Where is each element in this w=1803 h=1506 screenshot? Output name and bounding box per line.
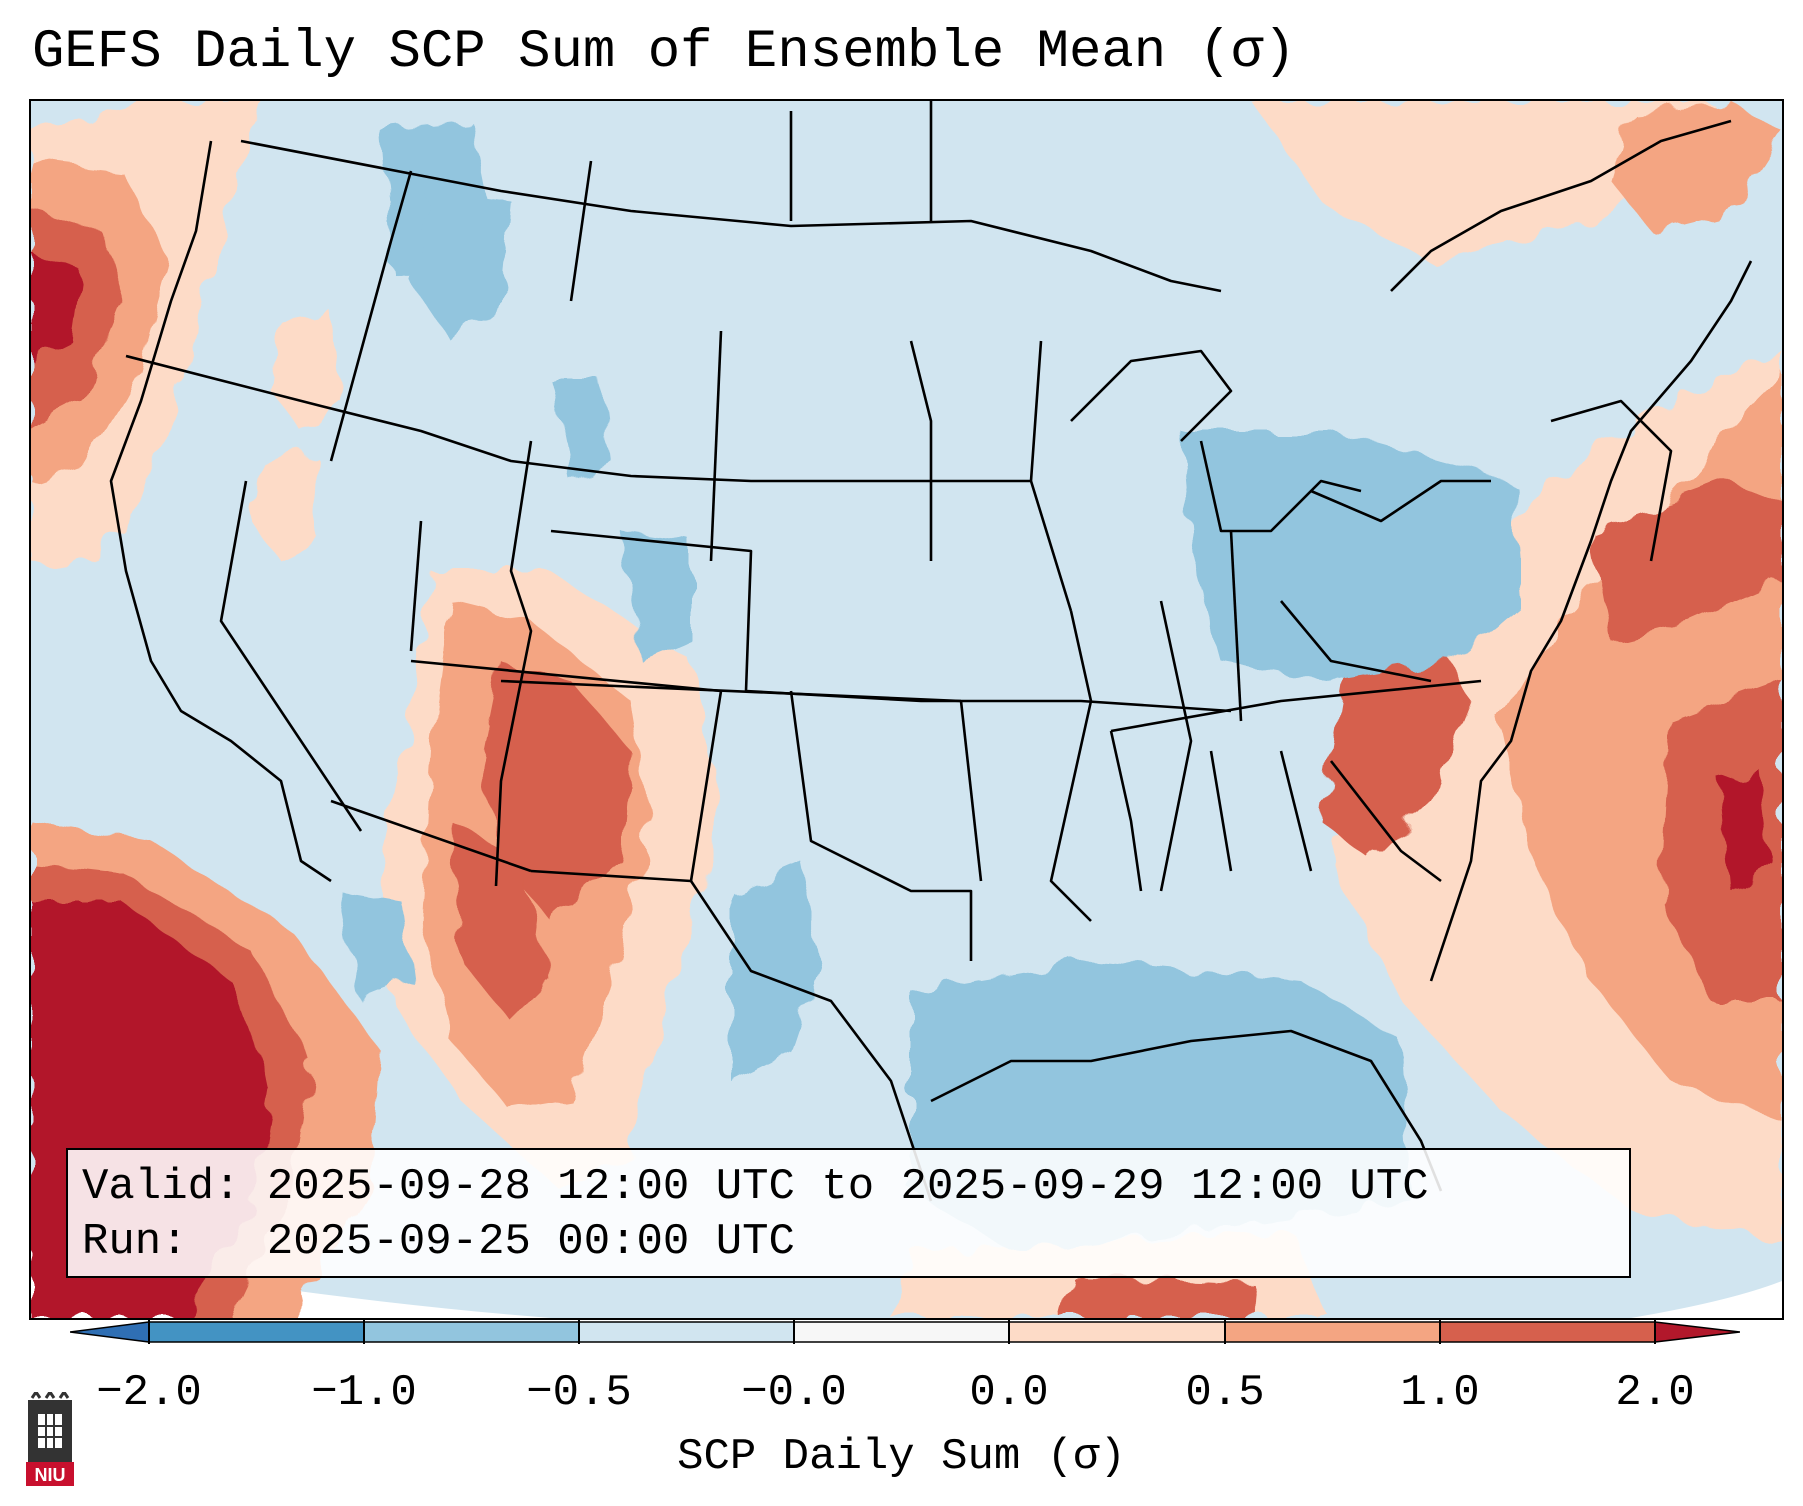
colorbar-bin <box>794 1322 1009 1342</box>
niu-logo: NIU <box>26 1392 74 1486</box>
colorbar-tick-label: −2.0 <box>96 1368 202 1418</box>
anomaly-baja-neg <box>341 891 411 1001</box>
anomaly-sonora <box>451 821 551 1021</box>
map-panel <box>29 99 1784 1320</box>
anomaly-idaho <box>271 311 341 431</box>
valid-value: 2025-09-28 12:00 UTC to 2025-09-29 12:00… <box>266 1162 1429 1212</box>
anomaly-caribbean-high <box>1061 1276 1261 1318</box>
colorbar-bin <box>364 1322 579 1342</box>
anomaly-wyoming-neg <box>551 381 611 481</box>
colorbar-under-extend <box>70 1321 150 1343</box>
run-label: Run: <box>82 1217 188 1267</box>
colorbar-tick-label: 1.0 <box>1400 1368 1480 1418</box>
colorbar-bin <box>579 1322 794 1342</box>
colorbar <box>70 1320 1740 1344</box>
colorbar-bin <box>149 1322 364 1342</box>
anomaly-texas-neg <box>731 861 821 1081</box>
colorbar-over-extend <box>1654 1321 1740 1343</box>
scp-map <box>31 101 1782 1318</box>
logo-text: NIU <box>35 1465 66 1485</box>
anomaly-colorado-neg <box>621 531 691 661</box>
colorbar-tick-label: 0.5 <box>1185 1368 1265 1418</box>
info-box: Valid: 2025-09-28 12:00 UTC to 2025-09-2… <box>66 1148 1631 1278</box>
colorbar-tick-label: −0.5 <box>526 1368 632 1418</box>
colorbar-label: SCP Daily Sum (σ) <box>677 1432 1126 1482</box>
colorbar-tick-label: 0.0 <box>969 1368 1049 1418</box>
anomaly-nw-max <box>31 251 81 361</box>
state-boundaries <box>109 101 1753 1202</box>
anomaly-sw-high <box>481 661 631 921</box>
anomaly-nevada <box>251 451 321 561</box>
anomaly-carolina <box>1321 621 1471 861</box>
anomaly-canada-ne <box>1251 101 1711 261</box>
off-domain-bottom-right <box>1631 1281 1782 1318</box>
colorbar-bin <box>1440 1322 1655 1342</box>
valid-label: Valid: <box>82 1162 241 1212</box>
colorbar-tick-label: −1.0 <box>311 1368 417 1418</box>
anomaly-maritimes <box>1611 101 1782 231</box>
anomaly-gulfstream <box>1591 481 1782 641</box>
colorbar-tick-label: 2.0 <box>1615 1368 1695 1418</box>
anomaly-great-lakes-neg <box>1181 431 1521 681</box>
anomaly-atlantic-max <box>1721 771 1771 891</box>
anomaly-montana-neg <box>411 191 511 341</box>
chart-title: GEFS Daily SCP Sum of Ensemble Mean (σ) <box>32 22 1296 83</box>
colorbar-bin <box>1009 1322 1225 1342</box>
run-value: 2025-09-25 00:00 UTC <box>266 1217 795 1267</box>
anomaly-atlantic-high <box>1661 681 1782 1001</box>
colorbar-tick-label: −0.0 <box>741 1368 847 1418</box>
colorbar-bin <box>1225 1322 1440 1342</box>
